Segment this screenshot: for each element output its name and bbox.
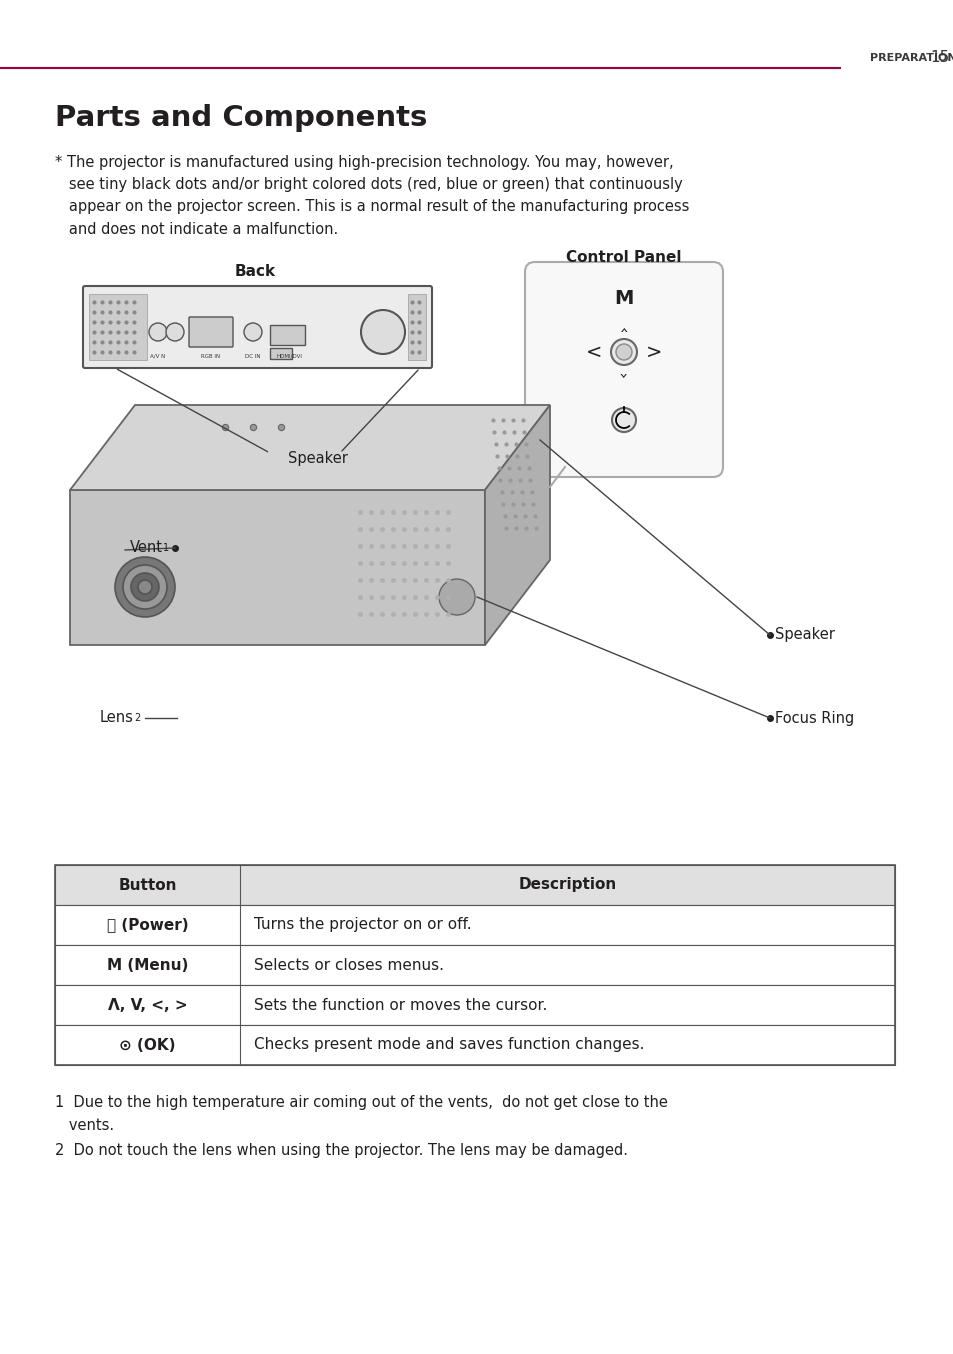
- Text: RGB IN: RGB IN: [201, 353, 220, 359]
- Text: ‸: ‸: [620, 372, 627, 391]
- Circle shape: [166, 324, 184, 341]
- Text: 2  Do not touch the lens when using the projector. The lens may be damaged.: 2 Do not touch the lens when using the p…: [55, 1144, 627, 1159]
- Polygon shape: [484, 405, 550, 645]
- Text: vents.: vents.: [55, 1117, 114, 1132]
- Bar: [55, 865, 894, 904]
- Circle shape: [616, 344, 631, 360]
- Circle shape: [115, 556, 174, 617]
- Text: ‸: ‸: [620, 313, 627, 332]
- Bar: [55, 984, 894, 1025]
- Polygon shape: [70, 405, 550, 490]
- Text: Turns the projector on or off.: Turns the projector on or off.: [253, 918, 471, 933]
- Text: Focus Ring: Focus Ring: [774, 711, 853, 726]
- Text: A/V N: A/V N: [151, 353, 166, 359]
- Text: Lens: Lens: [100, 711, 133, 726]
- Polygon shape: [70, 490, 484, 645]
- Text: M: M: [614, 288, 633, 307]
- Text: 2: 2: [133, 714, 140, 723]
- Text: Sets the function or moves the cursor.: Sets the function or moves the cursor.: [253, 998, 547, 1013]
- FancyBboxPatch shape: [83, 286, 432, 368]
- Text: 1: 1: [163, 543, 169, 552]
- Text: ⓔ (Power): ⓔ (Power): [107, 918, 188, 933]
- FancyBboxPatch shape: [524, 263, 722, 477]
- Text: M (Menu): M (Menu): [107, 957, 188, 972]
- Bar: [408, 294, 426, 360]
- Text: appear on the projector screen. This is a normal result of the manufacturing pro: appear on the projector screen. This is …: [55, 199, 689, 214]
- Text: Selects or closes menus.: Selects or closes menus.: [253, 957, 443, 972]
- Text: Control Panel: Control Panel: [566, 250, 681, 265]
- Circle shape: [438, 580, 475, 615]
- Text: Description: Description: [517, 877, 616, 892]
- Text: PREPARATION: PREPARATION: [869, 53, 953, 64]
- Text: HDMI/DVI: HDMI/DVI: [276, 353, 303, 359]
- Text: 1  Due to the high temperature air coming out of the vents,  do not get close to: 1 Due to the high temperature air coming…: [55, 1095, 667, 1110]
- Text: Λ, V, <, >: Λ, V, <, >: [108, 998, 187, 1013]
- Bar: [55, 945, 894, 984]
- Text: Parts and Components: Parts and Components: [55, 104, 427, 131]
- Text: Back: Back: [234, 264, 275, 279]
- Text: 15: 15: [929, 50, 948, 65]
- Circle shape: [138, 580, 152, 594]
- Circle shape: [612, 408, 636, 432]
- Bar: [270, 348, 292, 359]
- Bar: [55, 1025, 894, 1066]
- Circle shape: [610, 338, 637, 366]
- FancyBboxPatch shape: [189, 317, 233, 347]
- Text: <: <: [585, 343, 601, 362]
- Text: see tiny black dots and/or bright colored dots (red, blue or green) that continu: see tiny black dots and/or bright colore…: [55, 177, 682, 192]
- Text: Button: Button: [118, 877, 176, 892]
- Circle shape: [244, 324, 262, 341]
- Bar: [55, 904, 894, 945]
- Bar: [270, 325, 305, 345]
- Text: Speaker: Speaker: [288, 451, 348, 466]
- Text: Speaker: Speaker: [774, 627, 834, 643]
- Text: Checks present mode and saves function changes.: Checks present mode and saves function c…: [253, 1037, 644, 1052]
- Circle shape: [131, 573, 159, 601]
- Circle shape: [123, 565, 167, 609]
- Text: >: >: [645, 343, 661, 362]
- Bar: [55, 865, 894, 1066]
- Bar: [89, 294, 147, 360]
- Text: Vent: Vent: [130, 540, 163, 555]
- Circle shape: [149, 324, 167, 341]
- Text: * The projector is manufactured using high-precision technology. You may, howeve: * The projector is manufactured using hi…: [55, 156, 673, 171]
- Text: ⊙ (OK): ⊙ (OK): [119, 1037, 175, 1052]
- Text: and does not indicate a malfunction.: and does not indicate a malfunction.: [55, 222, 338, 237]
- Circle shape: [360, 310, 405, 353]
- Text: DC IN: DC IN: [245, 353, 260, 359]
